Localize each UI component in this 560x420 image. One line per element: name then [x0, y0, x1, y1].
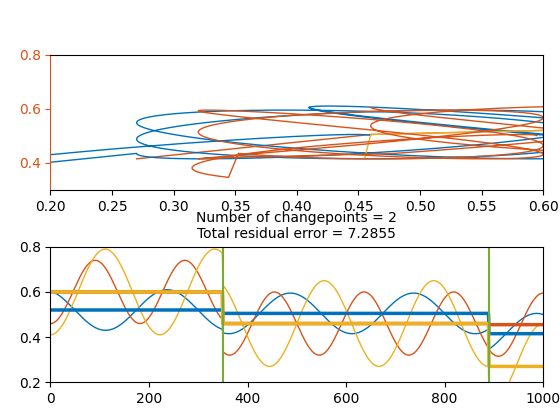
Title: Number of changepoints = 2
Total residual error = 7.2855: Number of changepoints = 2 Total residua…: [197, 211, 397, 241]
